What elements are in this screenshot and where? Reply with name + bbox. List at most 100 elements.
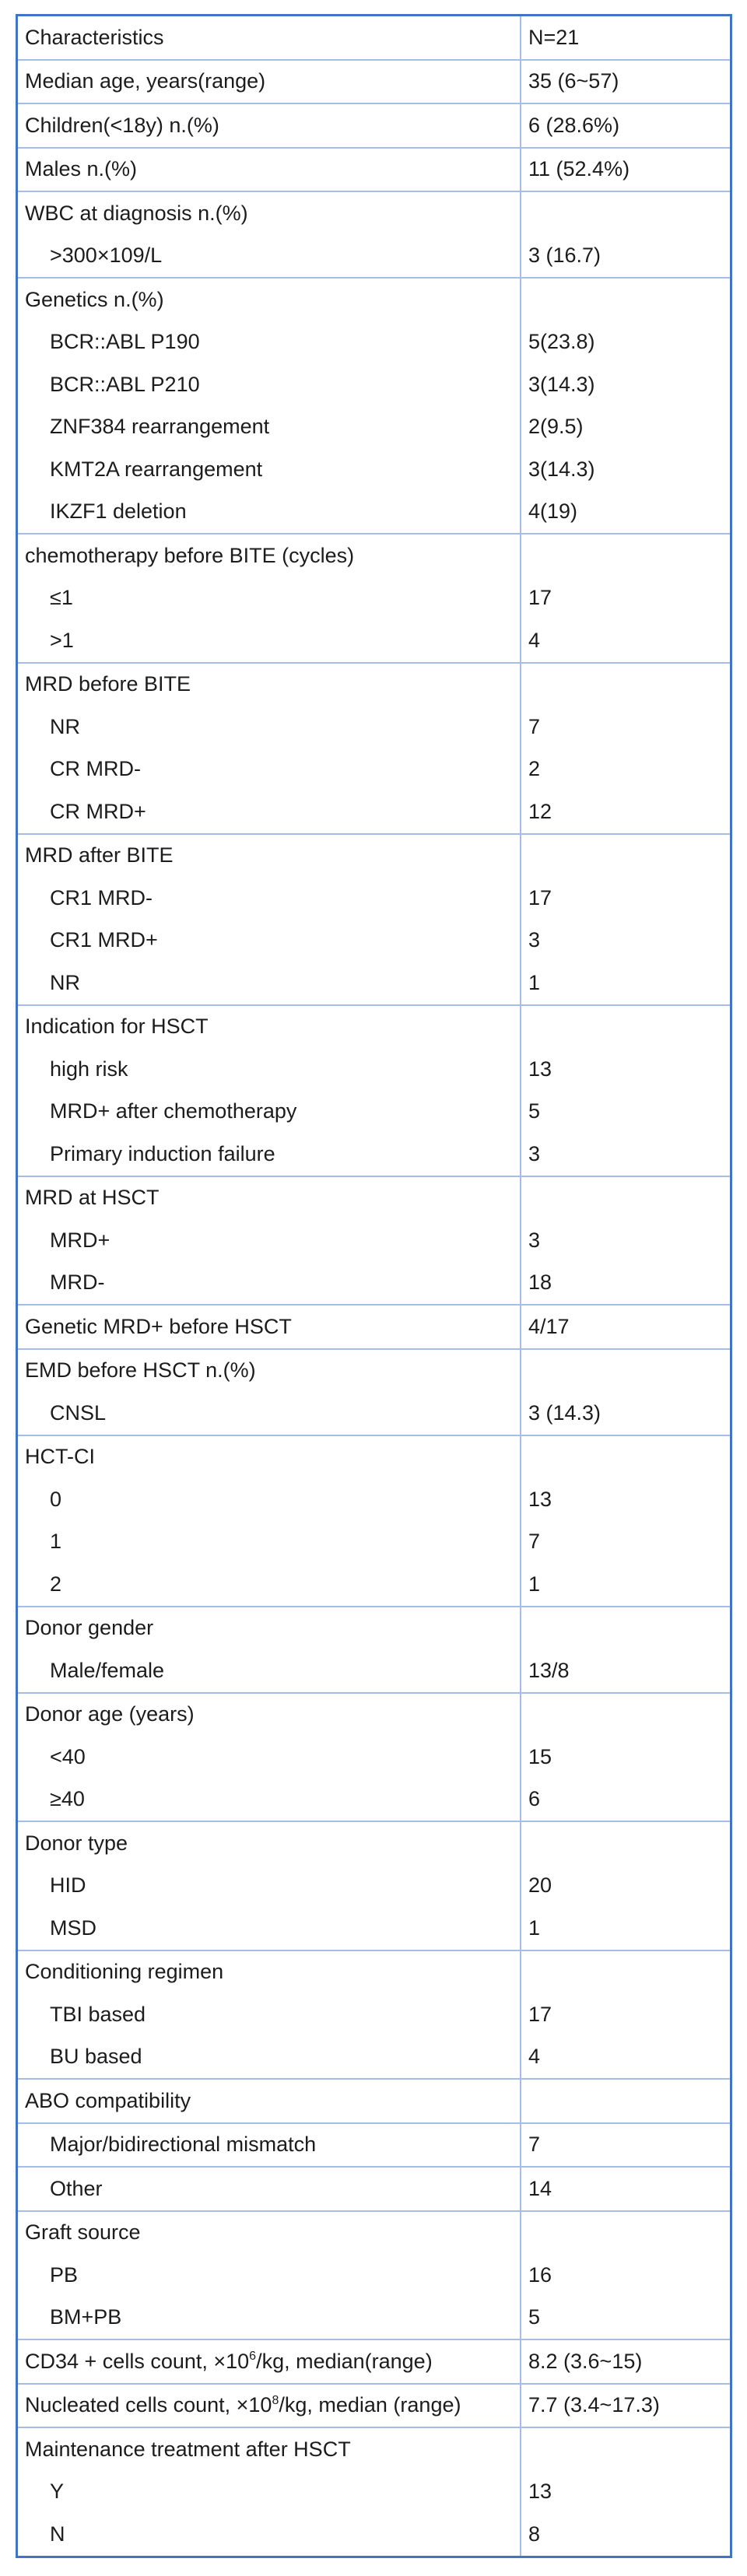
row-sublabel: Y bbox=[50, 2480, 65, 2504]
table-section: Donor age (years) <40 ≥40 15 6 bbox=[18, 1693, 730, 1822]
row-label: Children(<18y) n.(%) bbox=[25, 113, 219, 137]
row-value: 5 bbox=[528, 2305, 541, 2329]
label-cell: Other bbox=[18, 2168, 520, 2210]
row-sublabel: HID bbox=[50, 1873, 86, 1898]
table-section: EMD before HSCT n.(%) CNSL 3 (14.3) bbox=[18, 1349, 730, 1436]
table-section: Males n.(%) 11 (52.4%) bbox=[18, 148, 730, 192]
value-cell: N=21 bbox=[520, 16, 730, 59]
row-sublabel: N bbox=[50, 2522, 65, 2546]
value-cell: 16 5 bbox=[520, 2211, 730, 2339]
row-sublabel: CR1 MRD- bbox=[50, 885, 153, 909]
label-cell: Children(<18y) n.(%) bbox=[18, 104, 520, 147]
label-cell: MRD after BITE CR1 MRD- CR1 MRD+ NR bbox=[18, 835, 520, 1004]
row-label: Males n.(%) bbox=[25, 157, 138, 181]
row-value: 8 bbox=[528, 2522, 541, 2546]
row-label: Indication for HSCT bbox=[25, 1015, 209, 1039]
row-label: CD34 + cells count, ×10 6/kg, median(rang… bbox=[25, 2349, 433, 2373]
value-cell: 3 (16.7) bbox=[520, 192, 730, 277]
row-label: Donor type bbox=[25, 1831, 128, 1855]
row-value: 13 bbox=[528, 1487, 552, 1511]
row-sublabel: BCR::ABL P190 bbox=[50, 330, 200, 354]
table-section: Median age, years(range) 35 (6~57) bbox=[18, 60, 730, 104]
row-label: Maintenance treatment after HSCT bbox=[25, 2437, 351, 2461]
value-cell: 8.2 (3.6~15) bbox=[520, 2340, 730, 2383]
table-section: MRD before BITE NR CR MRD- CR MRD+ 7 2 12 bbox=[18, 663, 730, 835]
row-value bbox=[521, 192, 730, 235]
row-value bbox=[521, 835, 730, 878]
row-value: 2 bbox=[528, 757, 541, 781]
row-value: 5 bbox=[528, 1099, 541, 1123]
row-value: 4(19) bbox=[528, 499, 578, 524]
row-sublabel: Other bbox=[50, 2176, 103, 2200]
row-value bbox=[521, 1694, 730, 1737]
row-sublabel: MRD- bbox=[50, 1270, 105, 1295]
row-value: 7 bbox=[528, 714, 541, 738]
value-cell: 6 (28.6%) bbox=[520, 104, 730, 147]
label-cell: Maintenance treatment after HSCT Y N bbox=[18, 2428, 520, 2556]
row-sublabel: BM+PB bbox=[50, 2305, 122, 2329]
row-sublabel: Male/female bbox=[50, 1658, 165, 1682]
row-value: 3 bbox=[528, 928, 541, 952]
label-cell: EMD before HSCT n.(%) CNSL bbox=[18, 1350, 520, 1435]
row-value bbox=[521, 279, 730, 321]
row-value: 3 bbox=[528, 1228, 541, 1252]
table-header-row: Characteristics N=21 bbox=[18, 16, 730, 61]
label-cell: ABO compatibility bbox=[18, 2080, 520, 2122]
row-sublabel: NR bbox=[50, 970, 80, 994]
label-cell: Conditioning regimen TBI based BU based bbox=[18, 1951, 520, 2079]
row-value: 4 bbox=[528, 2045, 541, 2069]
row-value: 13/8 bbox=[528, 1658, 570, 1682]
row-label: chemotherapy before BITE (cycles) bbox=[25, 543, 355, 567]
row-value: 4/17 bbox=[528, 1314, 570, 1338]
row-value bbox=[521, 664, 730, 706]
row-value bbox=[521, 1350, 730, 1393]
label-cell: Males n.(%) bbox=[18, 149, 520, 191]
value-cell: 13 5 3 bbox=[520, 1005, 730, 1176]
row-label: Nucleated cells count, ×10 8/kg, median (… bbox=[25, 2393, 461, 2417]
row-sublabel: KMT2A rearrangement bbox=[50, 457, 263, 481]
row-value: 13 bbox=[528, 2480, 552, 2504]
label-cell: CD34 + cells count, ×10 6/kg, median(rang… bbox=[18, 2340, 520, 2383]
label-cell: Genetics n.(%) BCR::ABL P190 BCR::ABL P210… bbox=[18, 279, 520, 533]
value-cell: 20 1 bbox=[520, 1822, 730, 1950]
row-label: WBC at diagnosis n.(%) bbox=[25, 201, 248, 225]
label-cell: Major/bidirectional mismatch bbox=[18, 2124, 520, 2167]
row-value: 16 bbox=[528, 2262, 552, 2287]
label-cell: Indication for HSCT high risk MRD+ after c… bbox=[18, 1006, 520, 1176]
row-label: Conditioning regimen bbox=[25, 1960, 224, 1984]
value-cell: 17 4 bbox=[520, 1950, 730, 2078]
row-label: ABO compatibility bbox=[25, 2088, 191, 2112]
table-section: MRD after BITE CR1 MRD- CR1 MRD+ NR 17 3 1 bbox=[18, 834, 730, 1006]
row-value: 8.2 (3.6~15) bbox=[528, 2349, 643, 2373]
table-section: Major/bidirectional mismatch 7 bbox=[18, 2123, 730, 2168]
row-sublabel: >300×109/L bbox=[50, 244, 163, 268]
row-value: 15 bbox=[528, 1744, 552, 1768]
row-sublabel: ZNF384 rearrangement bbox=[50, 415, 270, 439]
row-sublabel: >1 bbox=[50, 628, 74, 652]
row-sublabel: CNSL bbox=[50, 1400, 107, 1425]
table-section: Graft source PB BM+PB 16 5 bbox=[18, 2211, 730, 2340]
table-section: Donor type HID MSD 20 1 bbox=[18, 1822, 730, 1951]
table-section: WBC at diagnosis n.(%) >300×109/L 3 (16.7) bbox=[18, 192, 730, 279]
row-value bbox=[521, 1436, 730, 1479]
row-sublabel: TBI based bbox=[50, 2002, 146, 2026]
row-value: 3 (16.7) bbox=[528, 244, 601, 268]
row-value: 1 bbox=[528, 1915, 541, 1940]
value-cell bbox=[520, 2080, 730, 2122]
row-value: 2(9.5) bbox=[528, 415, 584, 439]
row-label: MRD before BITE bbox=[25, 672, 191, 696]
label-cell: Median age, years(range) bbox=[18, 61, 520, 103]
row-sublabel: Major/bidirectional mismatch bbox=[50, 2133, 317, 2157]
table-section: Nucleated cells count, ×10 8/kg, median (… bbox=[18, 2384, 730, 2428]
row-sublabel: high risk bbox=[50, 1057, 128, 1081]
row-value: 6 bbox=[528, 1787, 541, 1811]
table-section: ABO compatibility bbox=[18, 2080, 730, 2124]
row-value: 17 bbox=[528, 586, 552, 610]
value-cell: 17 4 bbox=[520, 534, 730, 662]
value-cell: 3 18 bbox=[520, 1176, 730, 1304]
row-sublabel: 0 bbox=[50, 1487, 62, 1511]
label-cell: Characteristics bbox=[18, 16, 520, 59]
row-label: Genetics n.(%) bbox=[25, 287, 164, 311]
row-label: Donor gender bbox=[25, 1616, 154, 1640]
value-cell: 5(23.8) 3(14.3) 2(9.5) 3(14.3) 4(19) bbox=[520, 279, 730, 533]
